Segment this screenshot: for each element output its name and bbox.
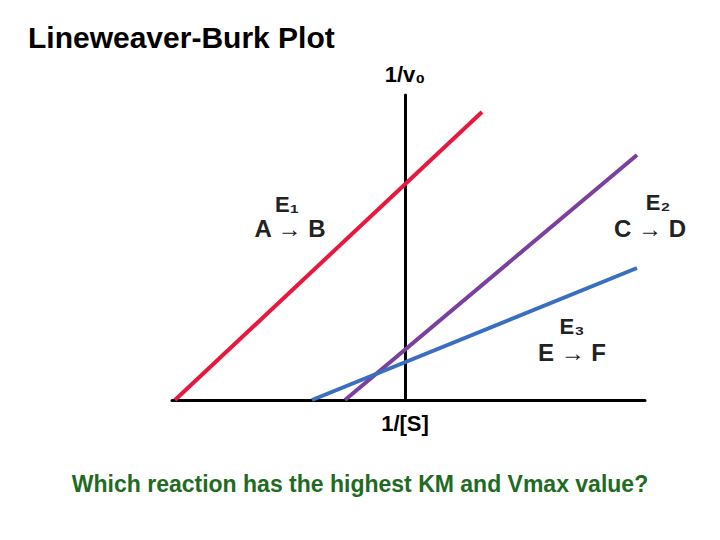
svg-text:1/v₀: 1/v₀ — [385, 62, 426, 87]
svg-text:E → F: E → F — [538, 339, 606, 366]
svg-text:E₂: E₂ — [646, 190, 670, 215]
svg-text:C → D: C → D — [614, 215, 686, 242]
svg-text:1/[S]: 1/[S] — [381, 411, 429, 436]
svg-text:Lineweaver-Burk Plot: Lineweaver-Burk Plot — [28, 21, 335, 54]
svg-text:E₁: E₁ — [275, 192, 299, 217]
svg-text:Which reaction has the highest: Which reaction has the highest KM and Vm… — [72, 471, 648, 497]
svg-text:E₃: E₃ — [560, 314, 585, 339]
svg-text:A → B: A → B — [254, 215, 325, 242]
